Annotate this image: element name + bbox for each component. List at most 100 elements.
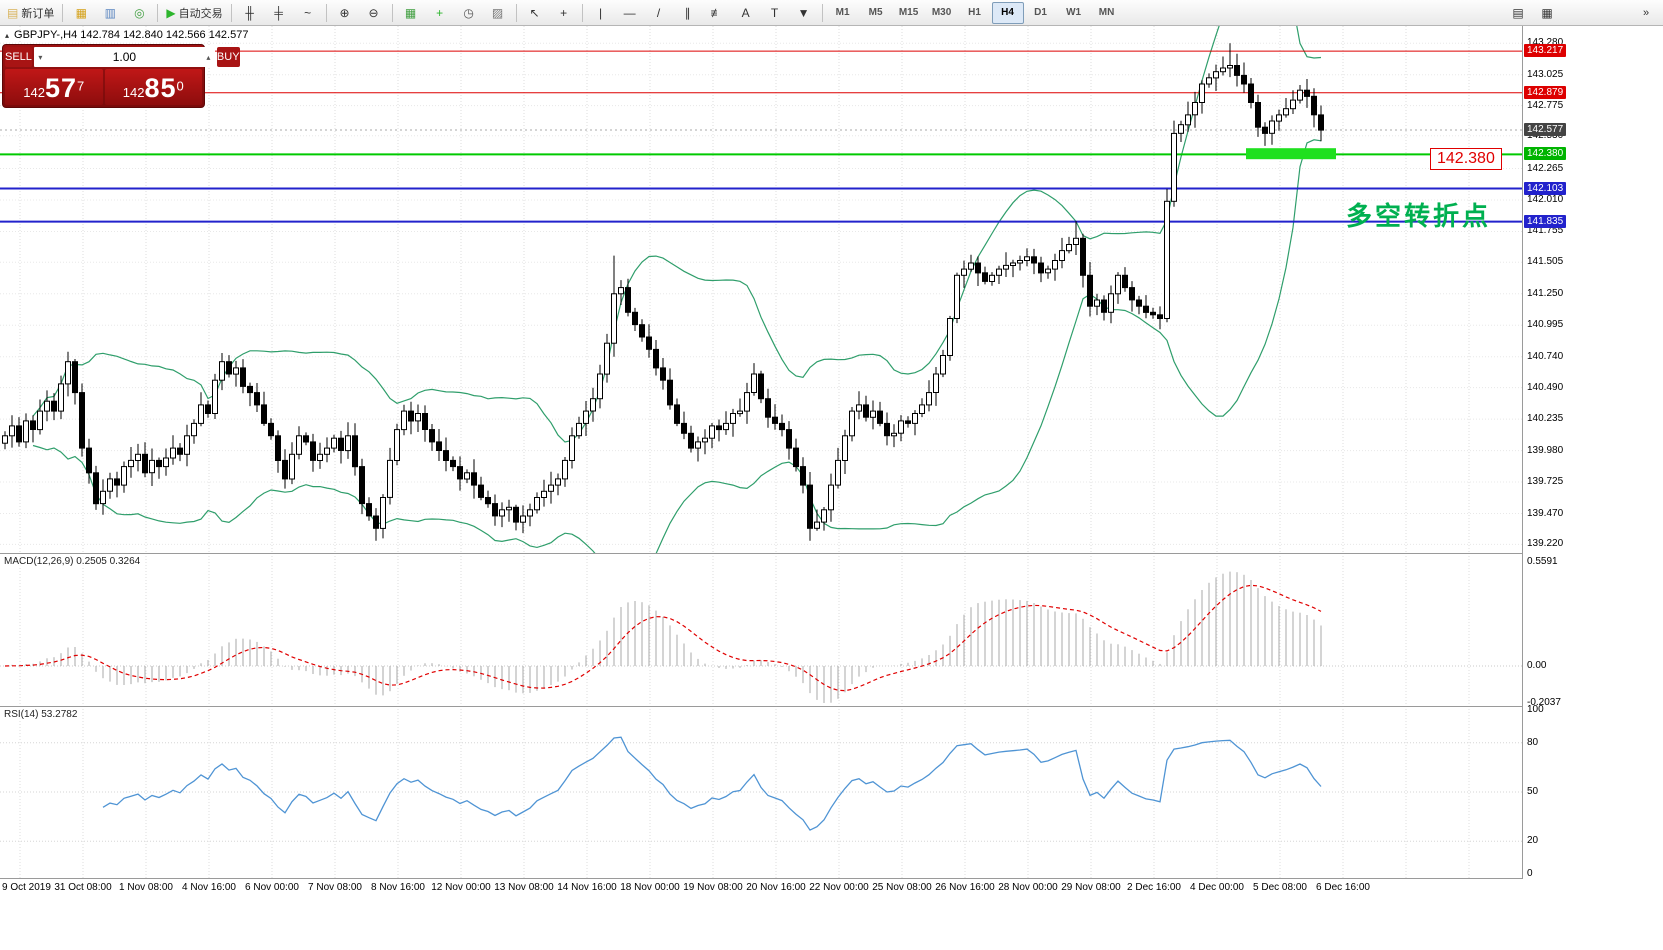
time-axis-label: 25 Nov 08:00 — [872, 882, 932, 893]
price-scale-label: 140.995 — [1527, 319, 1564, 330]
crosshair-icon[interactable]: + — [550, 2, 578, 24]
toolbar: ▤ 新订单 ▦ ▥ ◎ ▶ 自动交易 ╫ ╪ ~ ⊕ ⊖ ▦ + ◷ ▨ ↖ + | — / ∥ ≢ A T ▼ M1 M5 M15 M3… — [0, 0, 1663, 26]
text-icon[interactable]: A — [732, 2, 760, 24]
timeframe-m30-button[interactable]: M30 — [931, 7, 952, 18]
period-icon[interactable]: ◷ — [455, 2, 483, 24]
timeframe-d1-button[interactable]: D1 — [1034, 7, 1047, 18]
price-scale-label: 139.980 — [1527, 445, 1564, 456]
text-icon-glyph: A — [741, 5, 750, 20]
sell-button[interactable]: SELL — [5, 47, 32, 67]
channel-icon[interactable]: ∥ — [674, 2, 702, 24]
rsi-scale-label: 80 — [1527, 737, 1539, 748]
line-chart-icon-glyph: ~ — [304, 5, 312, 20]
sell-price-sup: 7 — [77, 78, 85, 94]
templates-icon[interactable]: ▨ — [484, 2, 512, 24]
zoom-out-icon[interactable]: ⊖ — [360, 2, 388, 24]
data-window-icon[interactable]: ▥ — [96, 2, 124, 24]
time-axis-label: 12 Nov 00:00 — [431, 882, 491, 893]
trendline-icon[interactable]: / — [645, 2, 673, 24]
navigator-icon-glyph: ◎ — [134, 5, 145, 20]
new-order-button-icon: ▤ — [7, 5, 19, 20]
new-order-button-label: 新订单 — [21, 7, 55, 20]
candlestick-chart[interactable] — [0, 26, 1522, 553]
buy-price-button[interactable]: 142850 — [104, 69, 202, 105]
timeframe-m5-button[interactable]: M5 — [868, 7, 883, 18]
new-order-button[interactable]: ▤ 新订单 — [3, 2, 58, 24]
horizontal-line-icon[interactable]: — — [616, 2, 644, 24]
price-chart-panel[interactable]: ▴ GBPJPY-,H4 142.784 142.840 142.566 142… — [0, 26, 1522, 553]
price-scale-label: 139.725 — [1527, 476, 1564, 487]
rsi-scale-label: 20 — [1527, 835, 1539, 846]
label-icon[interactable]: T — [761, 2, 789, 24]
market-watch-icon-glyph: ▦ — [75, 5, 88, 20]
price-scale-badge: 142.103 — [1524, 182, 1567, 195]
line-chart-icon[interactable]: ~ — [294, 2, 322, 24]
tile-windows-icon[interactable]: ▦ — [397, 2, 425, 24]
timeframe-h1-button[interactable]: H1 — [968, 7, 981, 18]
timeframe-w1-button[interactable]: W1 — [1066, 7, 1082, 18]
time-axis-label: 6 Nov 00:00 — [245, 882, 299, 893]
time-axis-label: 9 Oct 2019 — [2, 882, 51, 893]
indicators-icon-glyph: + — [436, 5, 444, 20]
market-watch-icon[interactable]: ▦ — [67, 2, 95, 24]
fibonacci-icon[interactable]: ≢ — [703, 2, 731, 24]
time-axis-label: 5 Dec 08:00 — [1253, 882, 1307, 893]
time-axis[interactable]: 9 Oct 2019 31 Oct 08:00 1 Nov 08:00 4 Nov 1… — [0, 879, 1663, 899]
indicators-icon[interactable]: + — [426, 2, 454, 24]
window-layout-icon[interactable]: ▦ — [1533, 2, 1561, 24]
price-scale-label: 142.775 — [1527, 100, 1564, 111]
macd-scale-label: -0.2037 — [1527, 697, 1561, 708]
bar-chart-icon-glyph: ╫ — [245, 5, 254, 20]
zoom-in-icon[interactable]: ⊕ — [331, 2, 359, 24]
vertical-line-icon-glyph: | — [599, 5, 603, 20]
volume-control: ▾ ▴ — [33, 47, 215, 67]
price-scale-label: 139.220 — [1527, 538, 1564, 549]
autotrading-button[interactable]: ▶ 自动交易 — [162, 2, 226, 24]
navigator-icon[interactable]: ◎ — [125, 2, 153, 24]
timeframe-m15-button[interactable]: M15 — [898, 7, 919, 18]
bar-chart-icon[interactable]: ╫ — [236, 2, 264, 24]
arrows-icon[interactable]: ▼ — [790, 2, 818, 24]
macd-scale-label: 0.00 — [1527, 660, 1547, 671]
sell-price-button[interactable]: 142577 — [5, 69, 103, 105]
toolbar-separator — [157, 3, 159, 22]
volume-input[interactable] — [46, 50, 202, 64]
new-chart-window-icon[interactable]: ▤ — [1504, 2, 1532, 24]
volume-decrease-button[interactable]: ▾ — [38, 52, 43, 62]
time-axis-label: 4 Dec 00:00 — [1190, 882, 1244, 893]
panel-separator[interactable] — [0, 553, 1663, 554]
price-scale-badge: 142.879 — [1524, 86, 1567, 99]
vertical-line-icon[interactable]: | — [587, 2, 615, 24]
rsi-scale-label: 100 — [1527, 704, 1544, 715]
toolbar-separator — [325, 3, 327, 22]
rsi-panel[interactable]: RSI(14) 53.2782 — [0, 706, 1522, 878]
price-level-tag[interactable]: 142.380 — [1430, 148, 1502, 170]
cursor-icon[interactable]: ↖ — [521, 2, 549, 24]
one-click-collapse-icon[interactable]: ▴ — [5, 30, 10, 40]
label-icon-glyph: T — [770, 5, 779, 20]
panel-separator — [0, 878, 1663, 879]
time-axis-label: 20 Nov 16:00 — [746, 882, 806, 893]
time-axis-label: 1 Nov 08:00 — [119, 882, 173, 893]
timeframe-m1-button[interactable]: M1 — [835, 7, 850, 18]
macd-chart[interactable] — [0, 553, 1522, 706]
toolbar-overflow-icon[interactable]: » — [1642, 6, 1650, 19]
buy-price-prefix: 142 — [122, 85, 145, 100]
horizontal-line-icon-glyph: — — [623, 5, 636, 20]
price-scale-label: 141.755 — [1527, 225, 1564, 236]
price-scale[interactable]: 143.280143.025142.775142.530142.265142.0… — [1522, 26, 1663, 879]
toolbar-separator — [581, 3, 583, 22]
rsi-label: RSI(14) 53.2782 — [4, 709, 78, 720]
zoom-in-icon-glyph: ⊕ — [339, 5, 350, 20]
turning-point-annotation[interactable]: 多空转折点 — [1346, 201, 1492, 231]
timeframe-mn-button[interactable]: MN — [1098, 7, 1115, 18]
rsi-chart[interactable] — [0, 706, 1522, 878]
buy-button[interactable]: BUY — [216, 47, 240, 67]
timeframe-h4-button[interactable]: H4 — [991, 1, 1024, 24]
price-scale-badge: 141.835 — [1524, 215, 1567, 228]
panel-separator[interactable] — [0, 706, 1663, 707]
time-axis-label: 2 Dec 16:00 — [1127, 882, 1181, 893]
candlestick-chart-icon[interactable]: ╪ — [265, 2, 293, 24]
volume-increase-button[interactable]: ▴ — [206, 52, 211, 62]
macd-panel[interactable]: MACD(12,26,9) 0.2505 0.3264 — [0, 553, 1522, 706]
